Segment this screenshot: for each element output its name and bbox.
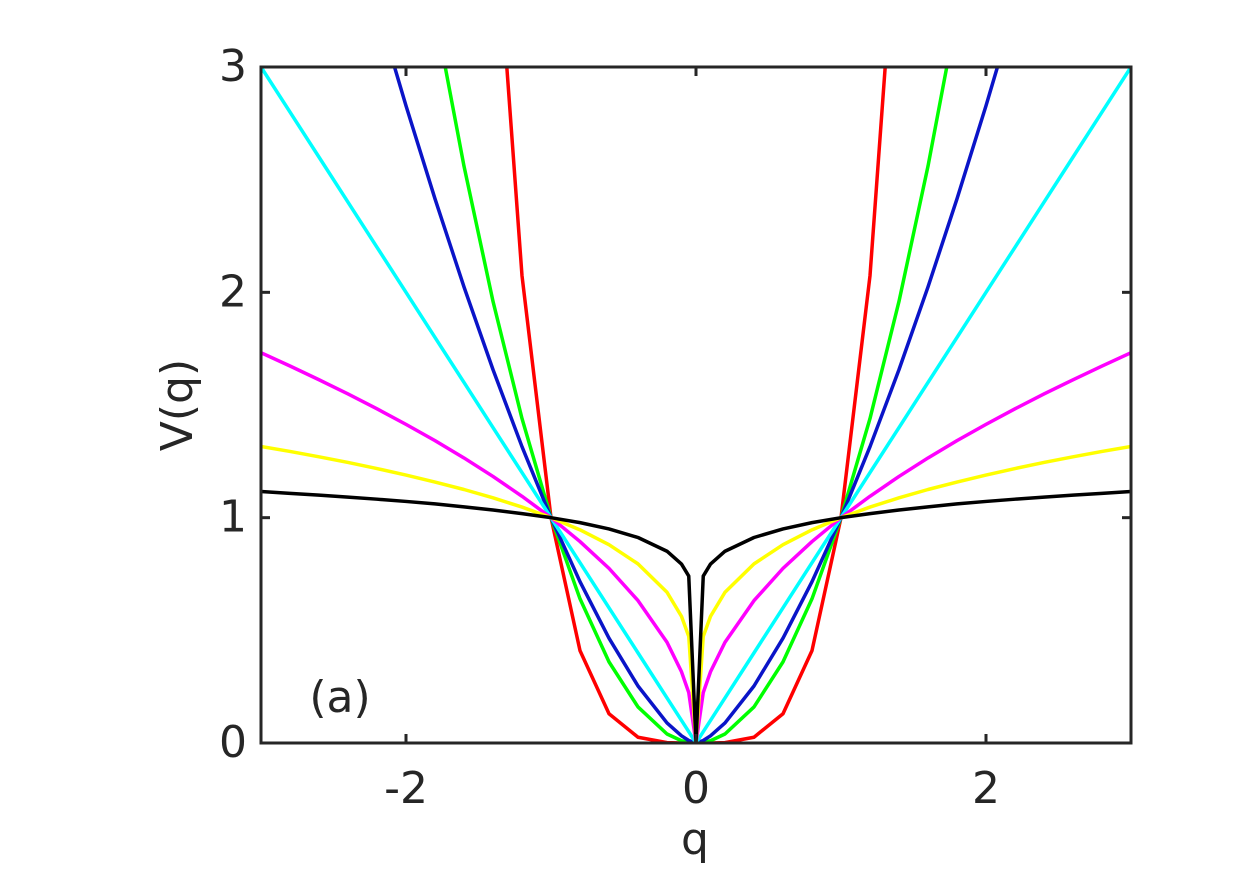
- series-line: [261, 489, 1131, 743]
- series-line: [261, 67, 1131, 743]
- y-axis-label: V(q): [152, 359, 203, 451]
- x-tick-label: 2: [972, 763, 1000, 814]
- y-tick-label: 1: [219, 492, 247, 543]
- y-tick-label: 2: [219, 266, 247, 317]
- y-tick-label: 0: [219, 717, 247, 768]
- series-line: [261, 351, 1131, 743]
- x-axis-label: q: [681, 814, 709, 865]
- y-tick-label: 3: [219, 41, 247, 92]
- x-tick-label: -2: [384, 763, 428, 814]
- series-line: [261, 444, 1131, 743]
- x-tick-label: 0: [682, 763, 710, 814]
- series-line: [392, 67, 1000, 743]
- annotation: (a): [309, 672, 370, 723]
